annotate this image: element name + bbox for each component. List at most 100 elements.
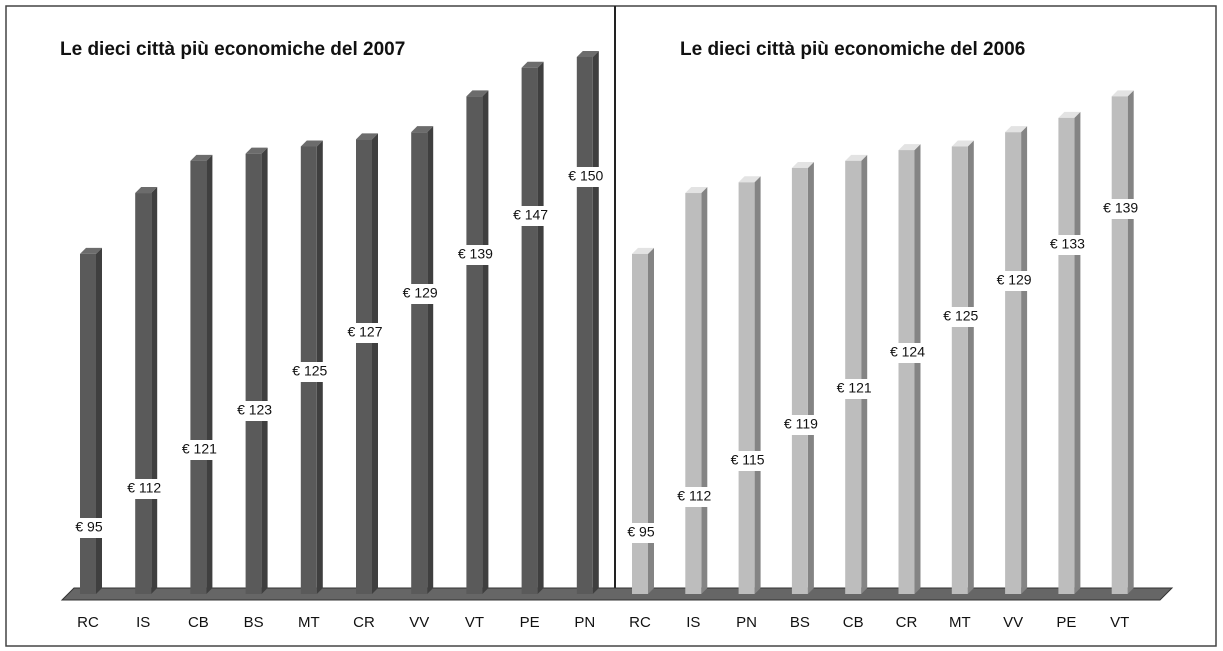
x-tick-label: MT bbox=[949, 614, 971, 631]
value-label: € 95 bbox=[75, 519, 102, 535]
value-label-bg bbox=[882, 343, 933, 363]
value-label: € 112 bbox=[677, 488, 711, 504]
frame bbox=[5, 5, 1217, 647]
bar bbox=[685, 193, 702, 595]
value-label-bg bbox=[669, 487, 720, 507]
bar-side bbox=[754, 176, 761, 595]
bar-side bbox=[701, 187, 708, 595]
bar-side bbox=[482, 90, 489, 594]
value-label: € 129 bbox=[997, 272, 1032, 288]
bar-top bbox=[1111, 90, 1134, 97]
bar-side bbox=[206, 154, 213, 594]
bar-side bbox=[427, 126, 434, 595]
value-label: € 129 bbox=[403, 285, 438, 301]
bar-side bbox=[1074, 111, 1081, 595]
bar-side bbox=[1127, 90, 1134, 594]
bar-top bbox=[738, 176, 761, 183]
value-label-bg bbox=[395, 284, 446, 304]
bar-top bbox=[521, 61, 544, 68]
bar bbox=[632, 253, 648, 594]
x-tick-label: RC bbox=[629, 614, 651, 631]
bar-top bbox=[466, 90, 489, 97]
value-label-bg bbox=[560, 167, 611, 187]
chart-title: Le dieci città più economiche del 2007 bbox=[60, 39, 405, 60]
bar-top bbox=[245, 147, 268, 154]
bar bbox=[576, 57, 593, 594]
bar bbox=[190, 160, 207, 594]
value-label: € 121 bbox=[837, 380, 872, 396]
bar bbox=[466, 96, 483, 594]
value-label-bg bbox=[174, 440, 225, 460]
bar bbox=[1111, 96, 1128, 594]
bar bbox=[521, 67, 538, 595]
bar-side bbox=[372, 133, 378, 594]
x-tick-label: BS bbox=[244, 614, 264, 631]
value-label: € 119 bbox=[784, 416, 818, 432]
bar-top bbox=[1058, 111, 1081, 118]
x-tick-label: PE bbox=[520, 614, 540, 631]
value-label-bg bbox=[284, 362, 335, 382]
value-label: € 127 bbox=[347, 324, 382, 340]
bar-side bbox=[807, 161, 814, 595]
x-tick-label: CB bbox=[188, 614, 209, 631]
bar-side bbox=[537, 61, 544, 595]
x-tick-label: IS bbox=[686, 614, 700, 631]
bar-top bbox=[632, 247, 654, 254]
floor bbox=[60, 587, 1174, 601]
x-tick-label: PN bbox=[736, 614, 757, 631]
value-label: € 95 bbox=[627, 524, 654, 540]
bar-side bbox=[967, 140, 974, 594]
bar bbox=[738, 182, 755, 595]
bar-side bbox=[861, 154, 868, 594]
bar bbox=[791, 167, 808, 595]
bar-top bbox=[791, 161, 814, 168]
bar bbox=[1005, 132, 1022, 594]
bar-top bbox=[190, 154, 213, 161]
bar-side bbox=[648, 247, 654, 594]
bar-top bbox=[845, 154, 868, 161]
value-label-bg bbox=[119, 479, 170, 499]
bar bbox=[245, 153, 262, 594]
value-label-bg bbox=[505, 206, 556, 226]
chart-title: Le dieci città più economiche del 2006 bbox=[680, 39, 1025, 60]
bar-side bbox=[592, 51, 599, 594]
bar bbox=[845, 160, 862, 594]
value-label-bg bbox=[64, 518, 114, 538]
x-tick-label: VT bbox=[465, 614, 484, 631]
bar-top bbox=[356, 133, 378, 140]
value-label: € 115 bbox=[731, 452, 765, 468]
value-label-bg bbox=[989, 271, 1040, 291]
value-label: € 125 bbox=[292, 363, 327, 379]
x-tick-label: VV bbox=[409, 614, 429, 631]
bar-top bbox=[80, 247, 102, 254]
value-label-bg bbox=[450, 245, 501, 265]
bar-side bbox=[1021, 126, 1028, 595]
value-label-bg bbox=[616, 523, 666, 543]
bar bbox=[135, 193, 152, 595]
value-label: € 112 bbox=[127, 480, 161, 496]
bar-top bbox=[685, 187, 708, 194]
bar bbox=[411, 132, 428, 594]
x-tick-label: BS bbox=[790, 614, 810, 631]
value-label-bg bbox=[229, 401, 280, 421]
value-label-bg bbox=[935, 307, 986, 327]
x-tick-label: CR bbox=[353, 614, 375, 631]
x-tick-label: VV bbox=[1003, 614, 1023, 631]
bar bbox=[898, 150, 915, 594]
bar-side bbox=[151, 187, 158, 595]
value-label-bg bbox=[722, 451, 773, 471]
value-label: € 121 bbox=[182, 441, 217, 457]
x-tick-label: MT bbox=[298, 614, 320, 631]
value-label: € 125 bbox=[943, 308, 978, 324]
bar bbox=[80, 253, 96, 594]
value-label-bg bbox=[1095, 199, 1146, 219]
value-label-bg bbox=[1042, 235, 1093, 255]
value-label: € 139 bbox=[1103, 200, 1138, 216]
bar-top bbox=[300, 140, 323, 147]
value-label: € 139 bbox=[458, 246, 493, 262]
x-tick-label: PE bbox=[1056, 614, 1076, 631]
bar-top bbox=[135, 187, 158, 194]
x-tick-label: CR bbox=[896, 614, 918, 631]
